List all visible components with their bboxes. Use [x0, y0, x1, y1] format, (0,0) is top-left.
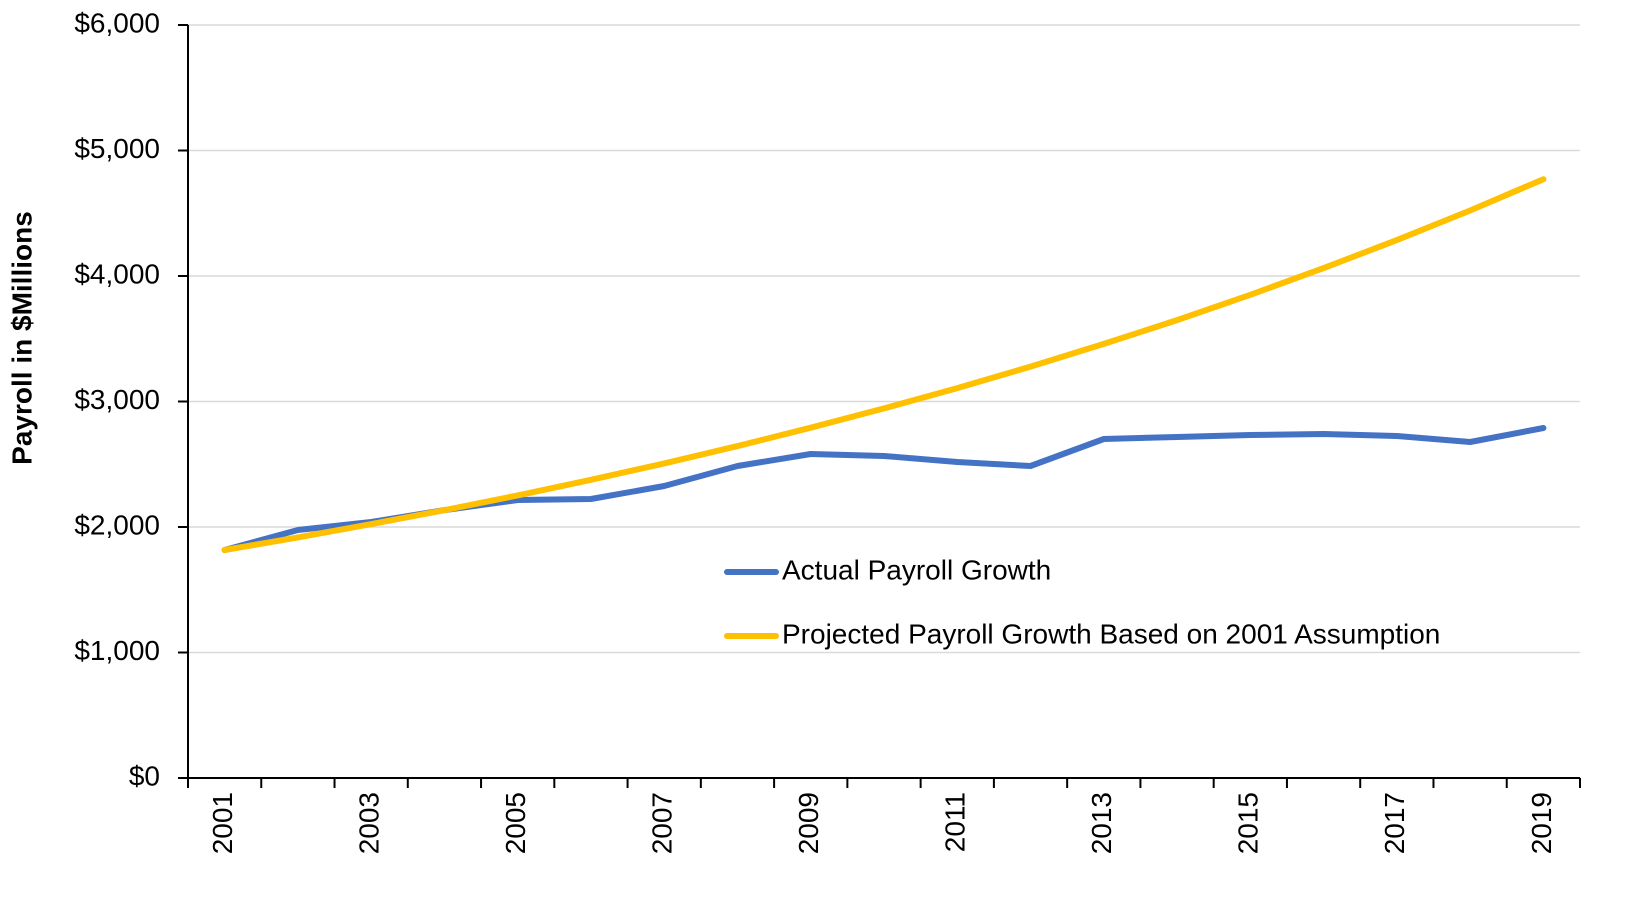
legend-label: Actual Payroll Growth: [782, 554, 1051, 585]
y-tick-label: $1,000: [74, 635, 160, 666]
x-tick-label: 2005: [500, 792, 531, 854]
y-axis-label: Payroll in $Millions: [6, 211, 37, 465]
y-tick-label: $3,000: [74, 384, 160, 415]
x-tick-label: 2019: [1526, 792, 1557, 854]
x-tick-label: 2013: [1086, 792, 1117, 854]
x-tick-label: 2007: [647, 792, 678, 854]
y-tick-label: $5,000: [74, 133, 160, 164]
y-tick-label: $4,000: [74, 258, 160, 289]
series-line: [221, 425, 1547, 553]
x-tick-label: 2001: [207, 792, 238, 854]
y-tick-label: $2,000: [74, 509, 160, 540]
x-tick-label: 2009: [793, 792, 824, 854]
legend-label: Projected Payroll Growth Based on 2001 A…: [782, 618, 1440, 649]
x-tick-label: 2003: [354, 792, 385, 854]
x-tick-label: 2015: [1233, 792, 1264, 854]
x-tick-label: 2017: [1379, 792, 1410, 854]
y-tick-label: $6,000: [74, 7, 160, 38]
series-line: [221, 176, 1547, 553]
x-tick-label: 2011: [940, 792, 971, 852]
y-tick-label: $0: [129, 760, 160, 791]
